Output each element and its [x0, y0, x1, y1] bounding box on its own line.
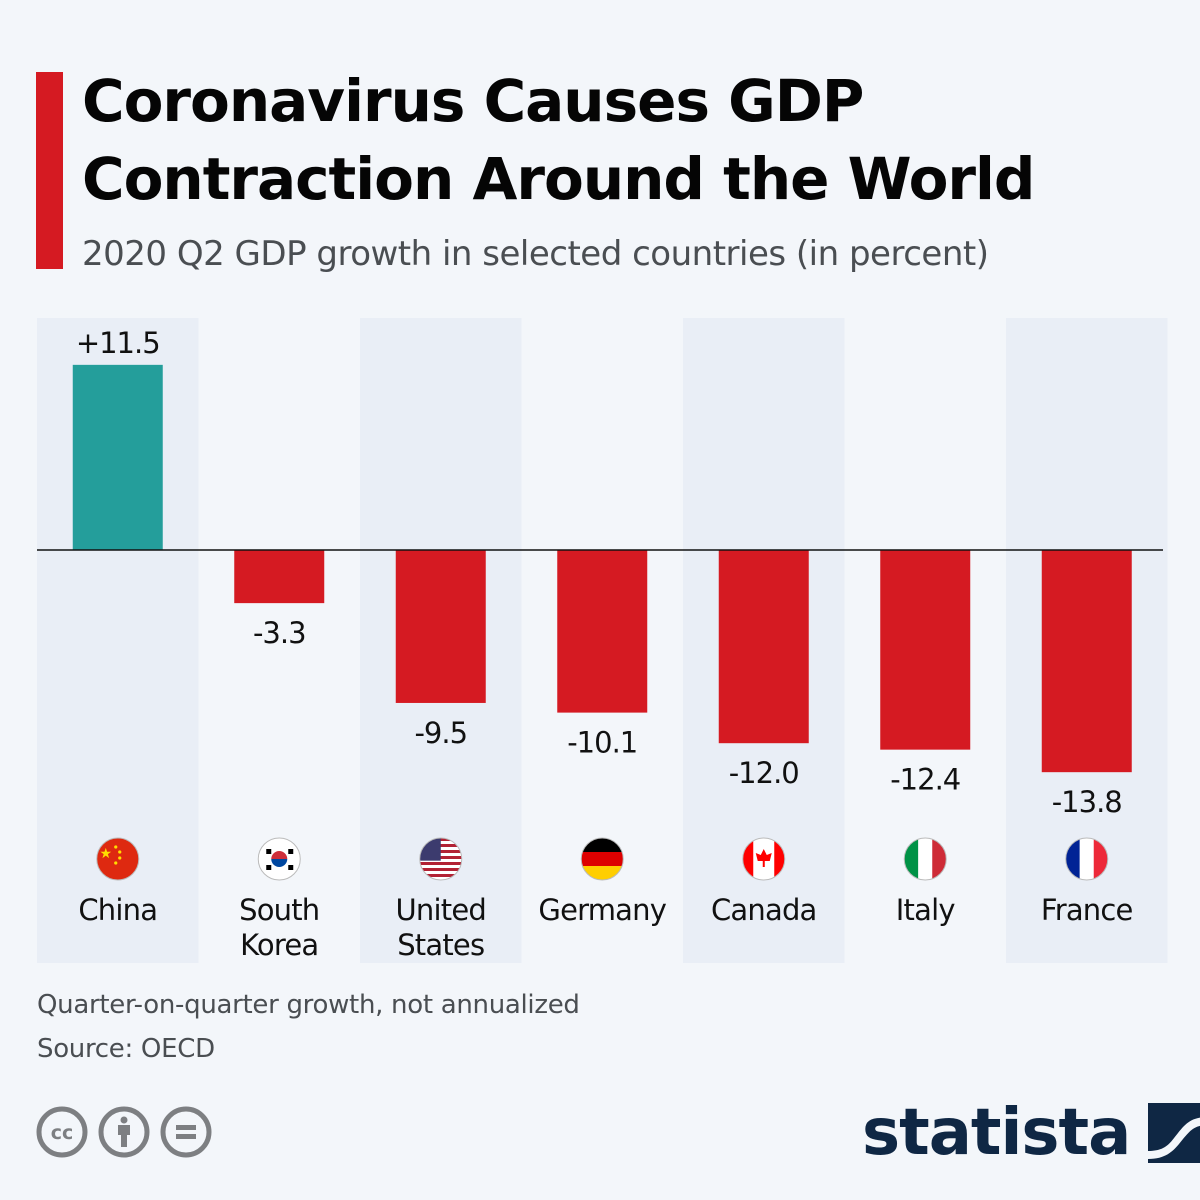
value-label: -10.1 [567, 726, 637, 760]
germany-flag-icon [581, 838, 624, 880]
source-note: Source: OECD [37, 1034, 215, 1064]
statista-logo-icon [1148, 1103, 1200, 1163]
svg-text:★: ★ [99, 846, 112, 862]
china-flag-icon: ★ [96, 838, 139, 880]
value-label: -3.3 [253, 616, 306, 650]
bar-united-states [395, 550, 486, 703]
flag-outline [419, 837, 463, 881]
flag-outline [580, 837, 624, 881]
bar-chart: +11.5 -3.3 -9.5 -10.1 -12.0 -12.4 -13.8 ★ China S… [37, 325, 1163, 962]
category-label: South [239, 893, 319, 927]
bar-italy [880, 550, 971, 750]
category-label: United [396, 893, 486, 927]
flag-outline [96, 837, 140, 881]
value-label: +11.5 [76, 326, 160, 360]
flag-outline [1065, 837, 1109, 881]
south-korea-flag-icon [258, 838, 301, 880]
value-label: -12.0 [729, 756, 799, 790]
category-label: States [397, 928, 484, 962]
canada-flag-icon [742, 838, 785, 880]
bar-canada [718, 550, 809, 744]
france-flag-icon [1065, 838, 1108, 880]
license-icons: cc [36, 1106, 212, 1158]
flag-outline [257, 837, 301, 881]
category-label: Korea [240, 928, 318, 962]
footnote: Quarter-on-quarter growth, not annualize… [37, 990, 580, 1020]
bar-germany [557, 550, 648, 713]
bar-china [72, 364, 163, 550]
value-label: -12.4 [890, 763, 960, 797]
flag-outline [903, 837, 947, 881]
statista-wordmark: statista [862, 1096, 1131, 1170]
bar-south-korea [234, 550, 325, 604]
category-label: Canada [711, 893, 817, 927]
statista-logo[interactable]: statista [862, 1098, 1200, 1168]
bar-france [1041, 550, 1132, 773]
chart-title: Coronavirus Causes GDP Contraction Aroun… [82, 67, 1035, 213]
no-derivatives-icon[interactable] [160, 1106, 212, 1158]
value-label: -13.8 [1052, 785, 1122, 819]
attribution-icon[interactable] [98, 1106, 150, 1158]
italy-flag-icon [904, 838, 947, 880]
category-label: France [1041, 893, 1133, 927]
title-accent-bar [36, 72, 63, 269]
category-label: Germany [538, 893, 666, 927]
value-label: -9.5 [414, 716, 467, 750]
chart-subtitle: 2020 Q2 GDP growth in selected countries… [82, 234, 989, 274]
svg-text:cc: cc [51, 1122, 74, 1144]
flag-outline [742, 837, 786, 881]
category-label: Italy [896, 893, 956, 927]
cc-icon[interactable]: cc [36, 1106, 88, 1158]
category-label: China [78, 893, 157, 927]
